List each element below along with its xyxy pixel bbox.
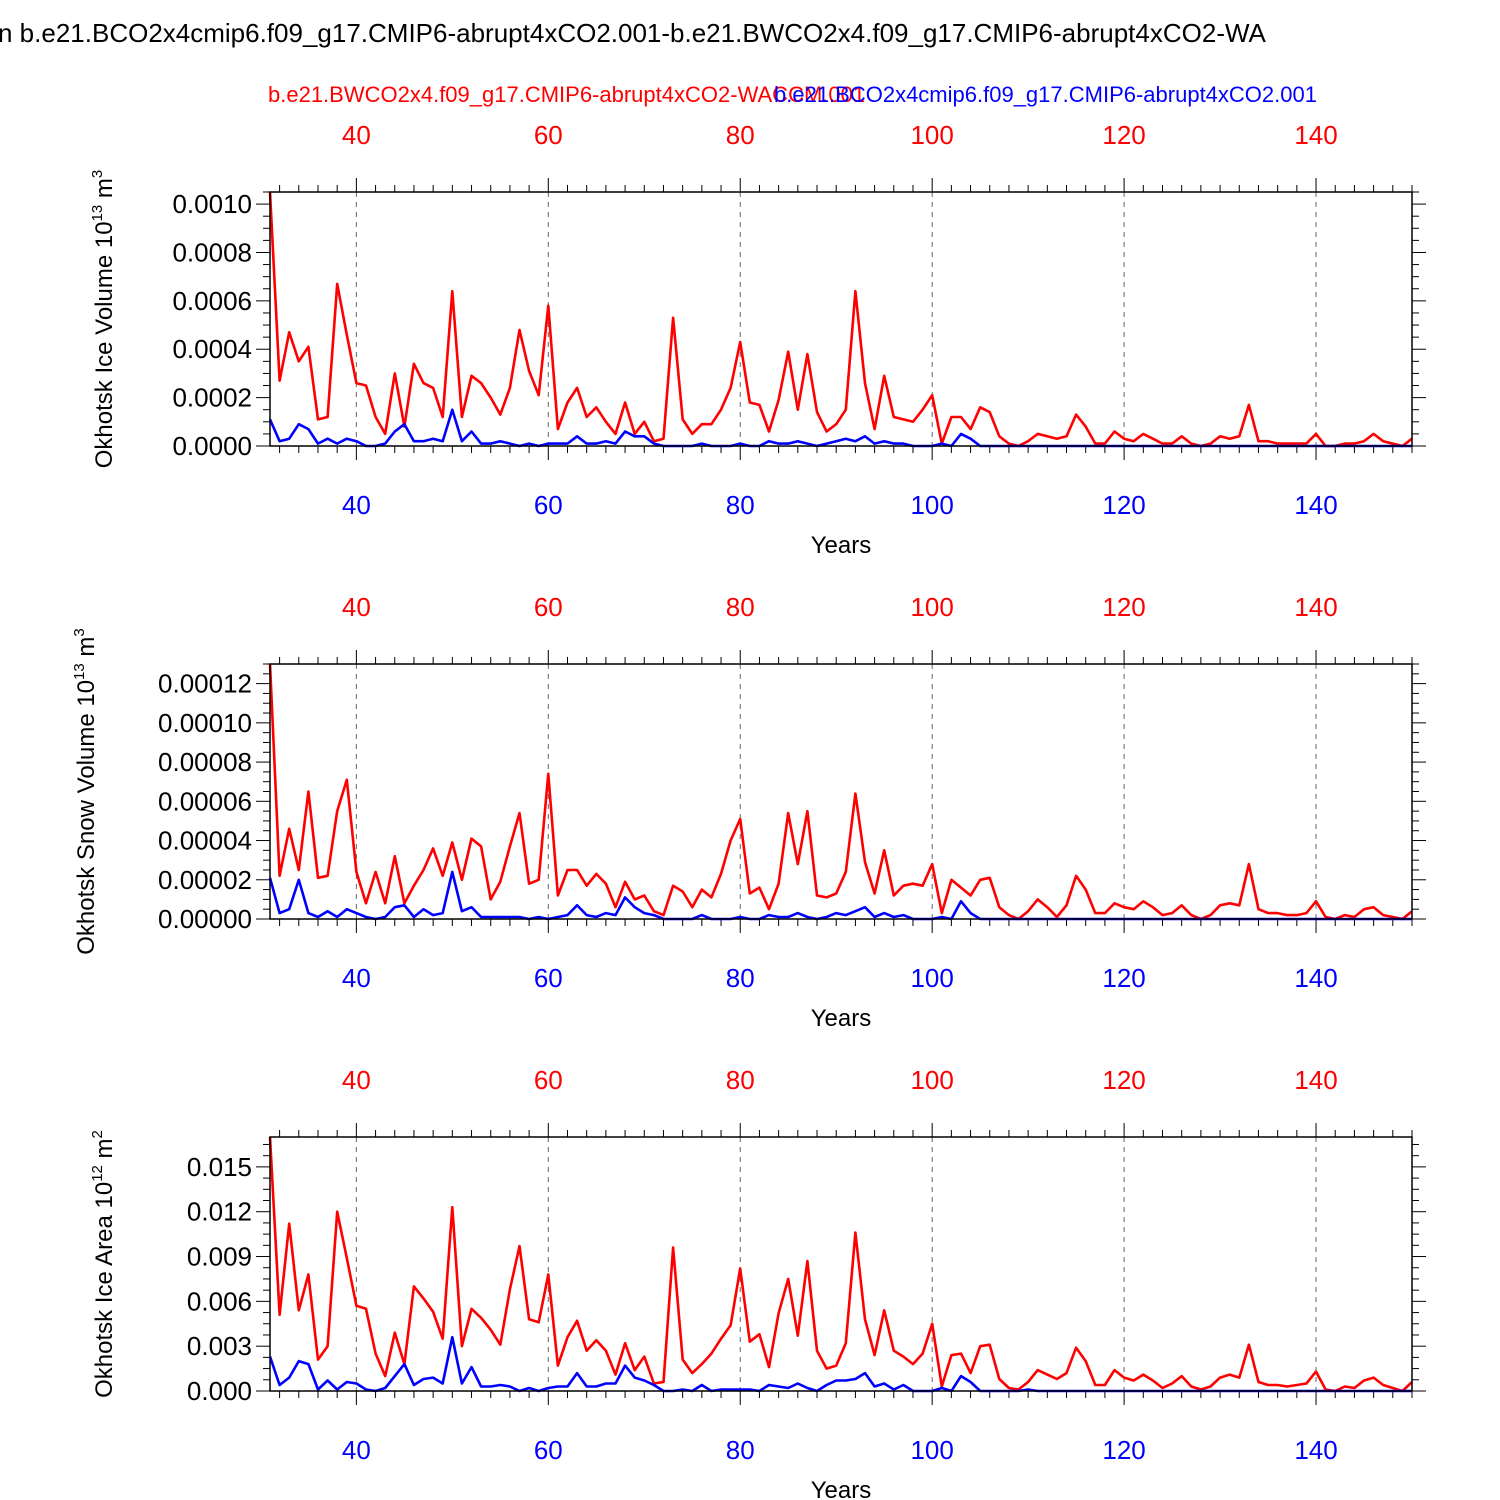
y-tick-label: 0.000 — [187, 1376, 252, 1406]
x-axis-label: Years — [811, 1477, 872, 1500]
x-tick-label-bottom: 80 — [726, 1435, 755, 1465]
x-tick-label-top: 120 — [1102, 1065, 1145, 1095]
chart-panel-3: 0.000 0.003 0.006 0.009 0.012 0.015 40 40 60 60 80… — [89, 1065, 1426, 1500]
x-tick-label-bottom: 80 — [726, 490, 755, 520]
x-tick-label-bottom: 120 — [1102, 1435, 1145, 1465]
x-tick-label-top: 100 — [910, 120, 953, 150]
x-tick-label-bottom: 120 — [1102, 490, 1145, 520]
x-tick-label-bottom: 100 — [910, 490, 953, 520]
y-tick-label: 0.0004 — [172, 334, 252, 364]
y-tick-label: 0.00002 — [158, 865, 252, 895]
y-tick-label: 0.00010 — [158, 708, 252, 738]
x-tick-label-top: 100 — [910, 1065, 953, 1095]
y-axis-label: Okhotsk Ice Volume 1013 m3 — [89, 170, 118, 469]
x-tick-label-top: 40 — [342, 592, 371, 622]
series-line-red — [268, 663, 1413, 921]
x-tick-label-top: 120 — [1102, 592, 1145, 622]
y-tick-label: 0.003 — [187, 1331, 252, 1361]
y-axis-label: Okhotsk Snow Volume 1013 m3 — [71, 628, 100, 955]
x-tick-label-top: 100 — [910, 592, 953, 622]
x-tick-label-top: 140 — [1294, 120, 1337, 150]
x-tick-label-top: 60 — [534, 1065, 563, 1095]
series-line-blue — [268, 1335, 1412, 1393]
x-tick-label-top: 140 — [1294, 1065, 1337, 1095]
x-tick-label-bottom: 60 — [534, 1435, 563, 1465]
x-tick-label-bottom: 100 — [910, 1435, 953, 1465]
y-tick-label: 0.0002 — [172, 383, 252, 413]
legend-entry-red: b.e21.BWCO2x4.f09_g17.CMIP6-abrupt4xCO2-… — [268, 82, 866, 107]
y-tick-label: 0.00004 — [158, 826, 252, 856]
x-tick-label-top: 120 — [1102, 120, 1145, 150]
series-line-red — [268, 191, 1413, 448]
x-tick-label-top: 140 — [1294, 592, 1337, 622]
x-tick-label-bottom: 140 — [1294, 963, 1337, 993]
x-tick-label-top: 80 — [726, 120, 755, 150]
x-tick-label-top: 60 — [534, 592, 563, 622]
x-tick-label-top: 80 — [726, 1065, 755, 1095]
y-axis-label: Okhotsk Ice Area 1012 m2 — [89, 1130, 118, 1398]
plot-frame — [269, 663, 1413, 920]
page-title: n b.e21.BCO2x4cmip6.f09_g17.CMIP6-abrupt… — [0, 18, 1266, 48]
y-tick-label: 0.006 — [187, 1286, 252, 1316]
y-tick-label: 0.0006 — [172, 286, 252, 316]
x-tick-label-bottom: 60 — [534, 490, 563, 520]
x-tick-label-bottom: 80 — [726, 963, 755, 993]
y-tick-label: 0.0000 — [172, 431, 252, 461]
y-tick-label: 0.00012 — [158, 669, 252, 699]
legend-entry-blue: b.e21.BCO2x4cmip6.f09_g17.CMIP6-abrupt4x… — [774, 82, 1317, 107]
series-line-red — [268, 1136, 1413, 1393]
x-tick-label-bottom: 140 — [1294, 490, 1337, 520]
x-tick-label-bottom: 40 — [342, 490, 371, 520]
y-tick-label: 0.00008 — [158, 747, 252, 777]
y-tick-label: 0.0010 — [172, 189, 252, 219]
x-tick-label-top: 60 — [534, 120, 563, 150]
x-tick-label-bottom: 40 — [342, 1435, 371, 1465]
x-tick-label-top: 80 — [726, 592, 755, 622]
plot-frame — [269, 191, 1413, 447]
x-tick-label-top: 40 — [342, 1065, 371, 1095]
y-tick-label: 0.015 — [187, 1152, 252, 1182]
chart-panel-1: 0.0000 0.0002 0.0004 0.0006 0.0008 0.0010 40 40… — [89, 120, 1426, 559]
y-tick-label: 0.0008 — [172, 237, 252, 267]
x-tick-label-bottom: 120 — [1102, 963, 1145, 993]
plot-frame — [269, 1136, 1413, 1392]
x-tick-label-bottom: 140 — [1294, 1435, 1337, 1465]
y-tick-label: 0.009 — [187, 1242, 252, 1272]
x-axis-label: Years — [811, 1005, 872, 1032]
x-tick-label-bottom: 100 — [910, 963, 953, 993]
x-tick-label-top: 40 — [342, 120, 371, 150]
x-tick-label-bottom: 40 — [342, 963, 371, 993]
x-tick-label-bottom: 60 — [534, 963, 563, 993]
y-tick-label: 0.012 — [187, 1197, 252, 1227]
x-axis-label: Years — [811, 532, 872, 559]
chart-panel-2: 0.00000 0.00002 0.00004 0.00006 0.00008 0.000… — [71, 592, 1426, 1032]
y-tick-label: 0.00000 — [158, 904, 252, 934]
y-tick-label: 0.00006 — [158, 786, 252, 816]
